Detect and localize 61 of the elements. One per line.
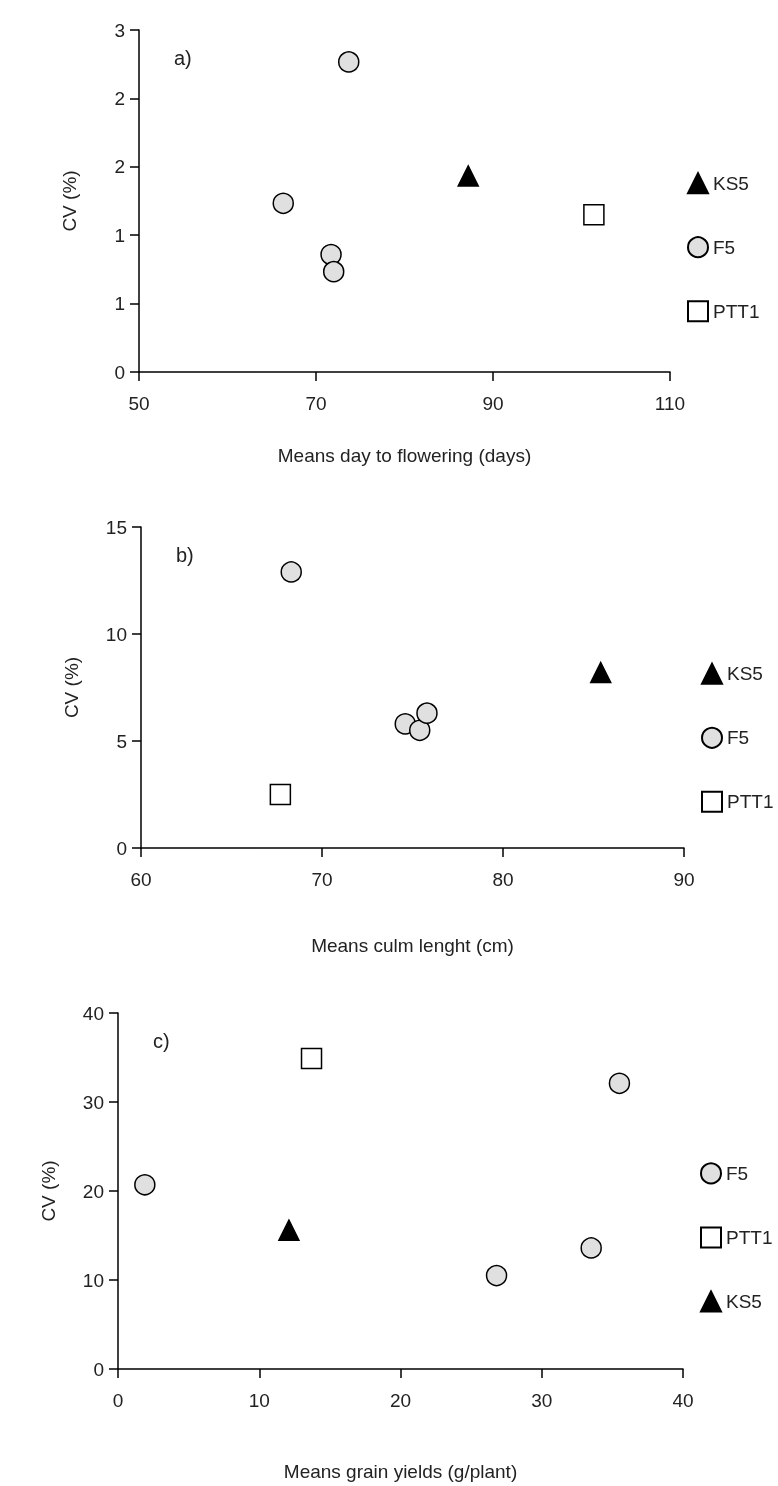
y-tick-label: 1 xyxy=(114,293,125,315)
x-tick-label: 80 xyxy=(492,869,514,890)
point xyxy=(280,561,302,583)
y-tick-label: 1 xyxy=(114,224,125,246)
annotation: c) xyxy=(153,1030,170,1052)
y-tick-label: 40 xyxy=(82,1002,104,1024)
annotation: a) xyxy=(174,47,192,69)
y-axis-title: CV (%) xyxy=(38,1160,59,1222)
y-tick-label: 2 xyxy=(114,156,125,178)
point xyxy=(485,1264,508,1287)
x-axis-title: Means grain yields (g/plant) xyxy=(283,1461,518,1482)
point xyxy=(608,1072,631,1095)
legend-label: KS5 xyxy=(727,663,763,685)
x-tick-label: 90 xyxy=(482,393,504,414)
point xyxy=(322,260,345,283)
y-tick-label: 2 xyxy=(114,87,125,109)
x-tick-label: 40 xyxy=(672,1390,694,1411)
y-tick-label: 10 xyxy=(82,1269,104,1291)
point xyxy=(134,1174,156,1196)
y-tick-label: 0 xyxy=(93,1358,104,1380)
y-tick-label: 10 xyxy=(105,623,127,645)
legend-label: KS5 xyxy=(726,1290,762,1312)
x-tick-label: 70 xyxy=(311,869,333,890)
point xyxy=(269,783,292,806)
legend-label: F5 xyxy=(726,1162,749,1184)
x-tick-label: 20 xyxy=(389,1390,412,1411)
legend-label: PTT1 xyxy=(713,300,760,322)
point xyxy=(338,51,360,73)
y-tick-label: 3 xyxy=(114,19,125,41)
point xyxy=(278,1219,300,1241)
x-tick-label: 110 xyxy=(654,393,686,414)
y-axis-title: CV (%) xyxy=(61,656,82,719)
y-tick-label: 5 xyxy=(116,730,127,752)
point xyxy=(583,203,605,226)
legend-label: F5 xyxy=(727,727,750,749)
legend-label: PTT1 xyxy=(727,791,774,813)
legend-label: KS5 xyxy=(713,172,749,194)
x-tick-label: 10 xyxy=(248,1390,270,1411)
point xyxy=(580,1237,602,1259)
x-tick-label: 70 xyxy=(305,393,327,414)
legend-label: PTT1 xyxy=(726,1226,773,1248)
legend-label: F5 xyxy=(713,236,736,258)
x-tick-label: 60 xyxy=(130,869,152,890)
point xyxy=(300,1047,323,1070)
point xyxy=(409,719,431,742)
point xyxy=(457,165,479,187)
x-axis-title: Means culm lenght (cm) xyxy=(311,935,514,956)
y-axis-title: CV (%) xyxy=(59,170,80,232)
y-tick-label: 15 xyxy=(105,516,127,538)
x-tick-label: 90 xyxy=(673,869,695,890)
y-tick-label: 20 xyxy=(82,1180,104,1202)
point xyxy=(589,661,612,684)
x-tick-label: 50 xyxy=(128,393,150,414)
y-tick-label: 0 xyxy=(114,361,125,383)
annotation: b) xyxy=(176,544,194,566)
point xyxy=(416,702,438,724)
y-tick-label: 0 xyxy=(116,837,127,859)
x-tick-label: 30 xyxy=(531,1390,553,1411)
x-axis-title: Means day to flowering (days) xyxy=(277,445,532,466)
y-tick-label: 30 xyxy=(82,1091,104,1113)
point xyxy=(272,192,295,215)
